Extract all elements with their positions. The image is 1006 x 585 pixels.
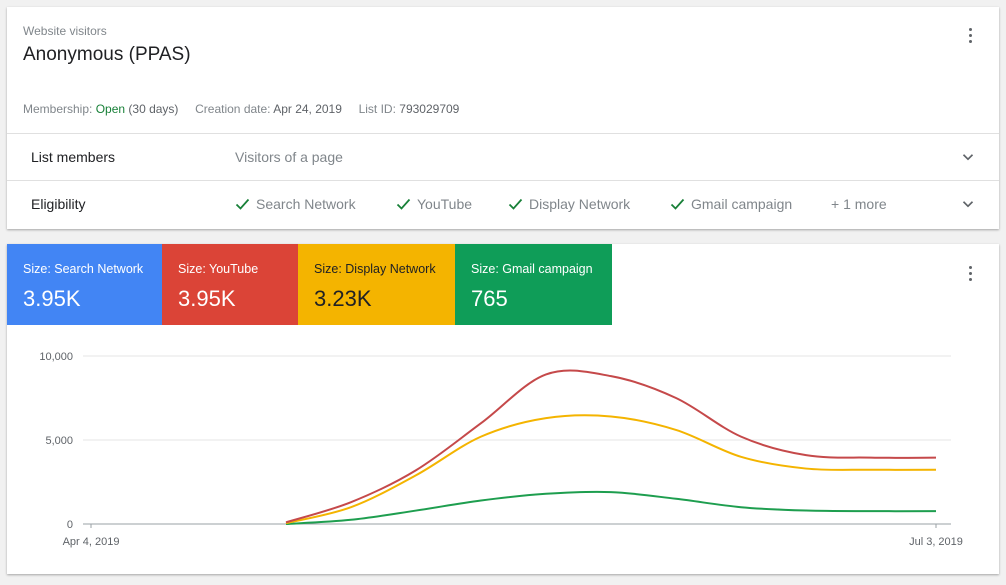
tile-label: Size: Gmail campaign	[471, 262, 593, 276]
series-line	[285, 414, 937, 525]
size-tile-search-network[interactable]: Size: Search Network 3.95K	[7, 244, 162, 325]
tile-value: 3.95K	[178, 286, 236, 311]
eligibility-item-display: Display Network	[508, 196, 630, 212]
tile-label: Size: Display Network	[314, 262, 436, 276]
chevron-down-icon[interactable]	[959, 148, 977, 166]
size-tile-gmail-campaign[interactable]: Size: Gmail campaign 765	[455, 244, 612, 325]
eligibility-item-search: Search Network	[235, 196, 356, 212]
series-line	[285, 369, 937, 524]
check-icon	[235, 198, 250, 210]
tile-label: Size: YouTube	[178, 262, 259, 276]
x-tick-label: Jul 3, 2019	[909, 536, 963, 548]
series-line	[285, 490, 937, 525]
eligibility-item-youtube: YouTube	[396, 196, 472, 212]
list-details-card: Website visitors Anonymous (PPAS) Member…	[7, 7, 999, 229]
chevron-down-icon[interactable]	[959, 195, 977, 213]
list-id-value: 793029709	[399, 102, 460, 116]
list-members-label: List members	[31, 149, 116, 165]
eligibility-more-link[interactable]: + 1 more	[831, 196, 887, 212]
y-tick-label: 0	[67, 519, 73, 531]
creation-date-label: Creation date:	[195, 102, 271, 116]
check-icon	[508, 198, 523, 210]
list-type-label: Website visitors	[23, 24, 107, 38]
list-members-value: Visitors of a page	[235, 149, 343, 165]
tile-value: 765	[471, 286, 508, 311]
membership-duration: (30 days)	[128, 102, 179, 116]
size-tile-display-network[interactable]: Size: Display Network 3.23K	[298, 244, 455, 325]
eligibility-item-gmail: Gmail campaign	[670, 196, 792, 212]
list-title: Anonymous (PPAS)	[23, 44, 191, 65]
tile-value: 3.95K	[23, 286, 81, 311]
list-meta: Membership: Open (30 days) Creation date…	[23, 102, 459, 116]
membership-status: Open	[95, 102, 126, 116]
tile-value: 3.23K	[314, 286, 372, 311]
list-id-label: List ID:	[358, 102, 396, 116]
y-tick-label: 5,000	[45, 435, 73, 447]
x-tick-label: Apr 4, 2019	[63, 536, 120, 548]
eligibility-label: Eligibility	[31, 196, 86, 212]
y-tick-label: 10,000	[39, 351, 73, 363]
check-icon	[670, 198, 685, 210]
eligibility-row[interactable]: Eligibility Search Network YouTube Displ…	[7, 180, 999, 228]
creation-date-value: Apr 24, 2019	[273, 102, 342, 116]
check-icon	[396, 198, 411, 210]
more-vert-icon[interactable]	[960, 25, 980, 45]
size-tile-youtube[interactable]: Size: YouTube 3.95K	[162, 244, 298, 325]
size-chart-card: Size: Search Network 3.95K Size: YouTube…	[7, 244, 999, 574]
more-vert-icon[interactable]	[960, 263, 980, 283]
tile-label: Size: Search Network	[23, 262, 144, 276]
list-members-row[interactable]: List members Visitors of a page	[7, 133, 999, 181]
membership-label: Membership:	[23, 102, 93, 116]
audience-size-chart: 0 5,000 10,000 Apr 4, 2019 Jul 3, 2019	[39, 351, 963, 548]
